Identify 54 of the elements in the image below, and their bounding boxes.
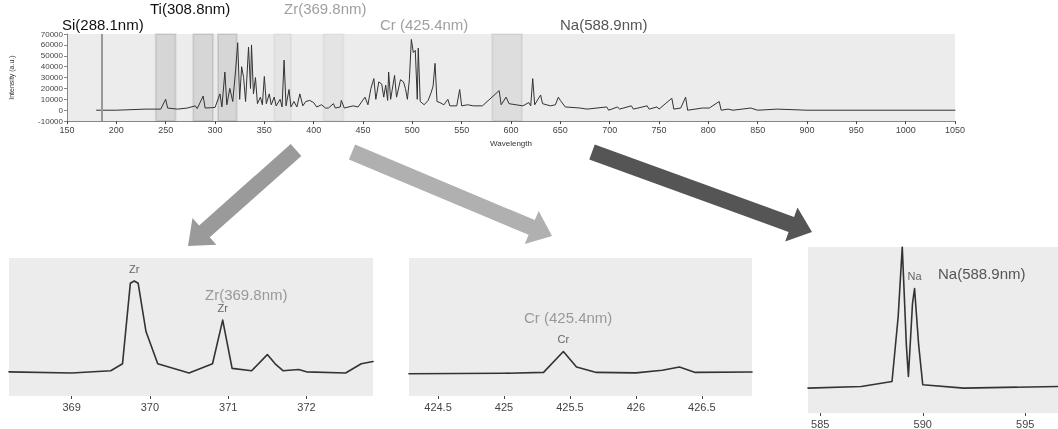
y-tick-label: 30000	[40, 73, 64, 83]
chart-title: Cr (425.4nm)	[524, 309, 613, 326]
x-tick-label: 426.5	[688, 400, 716, 413]
x-tick-label: 425	[494, 400, 514, 413]
x-tick-label: 700	[602, 124, 618, 135]
x-tick-label: 950	[848, 124, 864, 135]
y-tick-label: 70000	[40, 29, 64, 39]
x-tick-label: 590	[913, 417, 932, 429]
x-tick-label: 550	[454, 124, 470, 135]
line-series	[96, 38, 956, 111]
x-tick-label: 500	[404, 124, 420, 135]
y-tick-label: 60000	[40, 40, 64, 50]
x-tick-label: 400	[306, 124, 322, 135]
y-tick-label: 10000	[40, 94, 64, 104]
annotation: Cr	[557, 332, 570, 345]
annotation: Zr	[217, 301, 229, 314]
x-tick-label: 200	[108, 124, 124, 135]
x-tick-label: 600	[503, 124, 519, 135]
x-tick-label: 1000	[895, 124, 916, 135]
y-tick-label: 20000	[40, 83, 64, 93]
x-tick-label: 595	[1016, 417, 1035, 429]
annotation: Zr	[129, 262, 140, 275]
text: Si(288.1nm)	[62, 16, 144, 33]
x-tick-label: 372	[297, 400, 316, 413]
x-tick-label: 650	[552, 124, 568, 135]
y-tick-label: 50000	[40, 51, 64, 61]
x-tick-label: 426	[626, 400, 646, 413]
text: Na(588.9nm)	[938, 265, 1026, 282]
x-tick-label: 850	[750, 124, 766, 135]
x-tick-label: 900	[799, 124, 815, 135]
annotation: Na	[907, 270, 923, 282]
text: Zr(369.8nm)	[284, 0, 367, 17]
x-tick-label: 300	[207, 124, 223, 135]
x-tick-label: 450	[355, 124, 371, 135]
text: Cr (425.4nm)	[380, 16, 469, 33]
x-tick-label: 370	[140, 400, 160, 413]
x-tick-label: 424.5	[424, 400, 452, 413]
y-tick-label: 40000	[40, 62, 64, 72]
chart-title: Zr(369.8nm)	[205, 286, 288, 303]
text: Na(588.9nm)	[560, 16, 648, 33]
x-tick-label: 371	[219, 400, 238, 413]
x-tick-label: 369	[62, 400, 81, 413]
text: Ti(308.8nm)	[150, 0, 231, 17]
x-tick-label: 1050	[944, 124, 966, 135]
x-tick-label: 250	[158, 124, 174, 135]
x-tick-label: 350	[256, 124, 272, 135]
y-tick-label: 0	[58, 105, 64, 115]
x-tick-label: 585	[811, 417, 830, 429]
x-axis-title: Wavelength	[490, 138, 532, 148]
x-tick-label: 750	[651, 124, 667, 135]
x-tick-label: 150	[59, 124, 75, 135]
y-tick-label: -10000	[38, 116, 64, 126]
x-tick-label: 425.5	[556, 400, 584, 413]
x-tick-label: 800	[700, 124, 716, 135]
